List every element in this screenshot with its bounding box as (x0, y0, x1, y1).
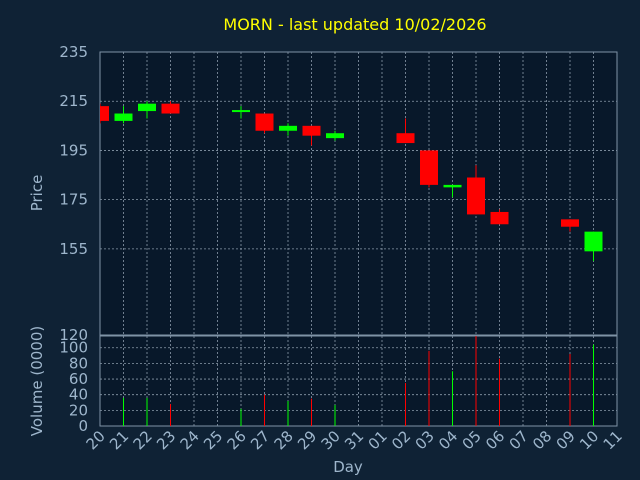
x-tick-label: 26 (224, 427, 250, 453)
x-axis: 2021222324252627282930310102030405060708… (83, 427, 626, 453)
x-tick-label: 28 (271, 427, 297, 453)
candle-body (100, 106, 109, 121)
x-tick-label: 22 (130, 427, 156, 453)
x-tick-label: 01 (365, 427, 391, 453)
volume-panel-border (99, 335, 618, 427)
price-axis-title: Price (28, 175, 46, 212)
x-tick-label: 06 (482, 427, 508, 453)
price-tick-label: 195 (59, 141, 88, 159)
x-tick-label: 30 (318, 427, 344, 453)
x-tick-label: 23 (153, 427, 179, 453)
x-tick-label: 29 (294, 427, 320, 453)
volume-axis-title: Volume (0000) (28, 326, 46, 436)
x-tick-label: 24 (177, 427, 203, 453)
price-tick-label: 175 (59, 191, 88, 209)
candle-body (326, 133, 344, 139)
price-tick-label: 215 (59, 92, 88, 110)
x-tick-label: 21 (106, 427, 132, 453)
candle-body (302, 125, 321, 136)
x-tick-label: 02 (388, 427, 414, 453)
x-axis-title: Day (333, 458, 363, 476)
x-tick-label: 05 (459, 427, 485, 453)
price-tick-label: 155 (59, 240, 88, 258)
volume-tick-label: 40 (69, 386, 88, 404)
x-tick-label: 31 (341, 427, 367, 453)
candles-group (100, 101, 603, 262)
volume-tick-label: 20 (69, 401, 88, 419)
volume-tick-label: 80 (69, 354, 88, 372)
candle-body (396, 133, 415, 144)
volume-tick-label: 0 (78, 417, 88, 435)
x-tick-label: 04 (435, 427, 461, 453)
candle-body (420, 150, 438, 185)
price-panel: 235 215 195 175 155 120 (59, 43, 618, 344)
x-tick-label: 09 (553, 427, 579, 453)
price-tick-label: 120 (59, 326, 88, 344)
x-tick-label: 10 (576, 427, 602, 453)
candle-body (467, 177, 485, 215)
x-tick-label: 08 (529, 427, 555, 453)
candle-body (443, 184, 462, 188)
candle-body (490, 211, 509, 225)
price-tick-label: 235 (59, 43, 88, 61)
x-tick-label: 11 (600, 427, 626, 453)
candle-body (561, 219, 579, 227)
candle-body (584, 231, 603, 252)
candle-body (161, 103, 180, 114)
x-tick-label: 07 (506, 427, 532, 453)
volume-tick-label: 60 (69, 370, 88, 388)
candle-body (279, 125, 297, 131)
candle-body (255, 113, 274, 131)
candle-body (232, 110, 250, 113)
x-tick-label: 25 (200, 427, 226, 453)
chart-title: MORN - last updated 10/02/2026 (223, 15, 486, 34)
x-tick-label: 27 (247, 427, 273, 453)
price-panel-border (99, 51, 618, 336)
x-tick-label: 03 (412, 427, 438, 453)
candle-body (114, 113, 133, 121)
candle-body (138, 103, 156, 112)
volume-tick-label: 100 (59, 339, 88, 357)
